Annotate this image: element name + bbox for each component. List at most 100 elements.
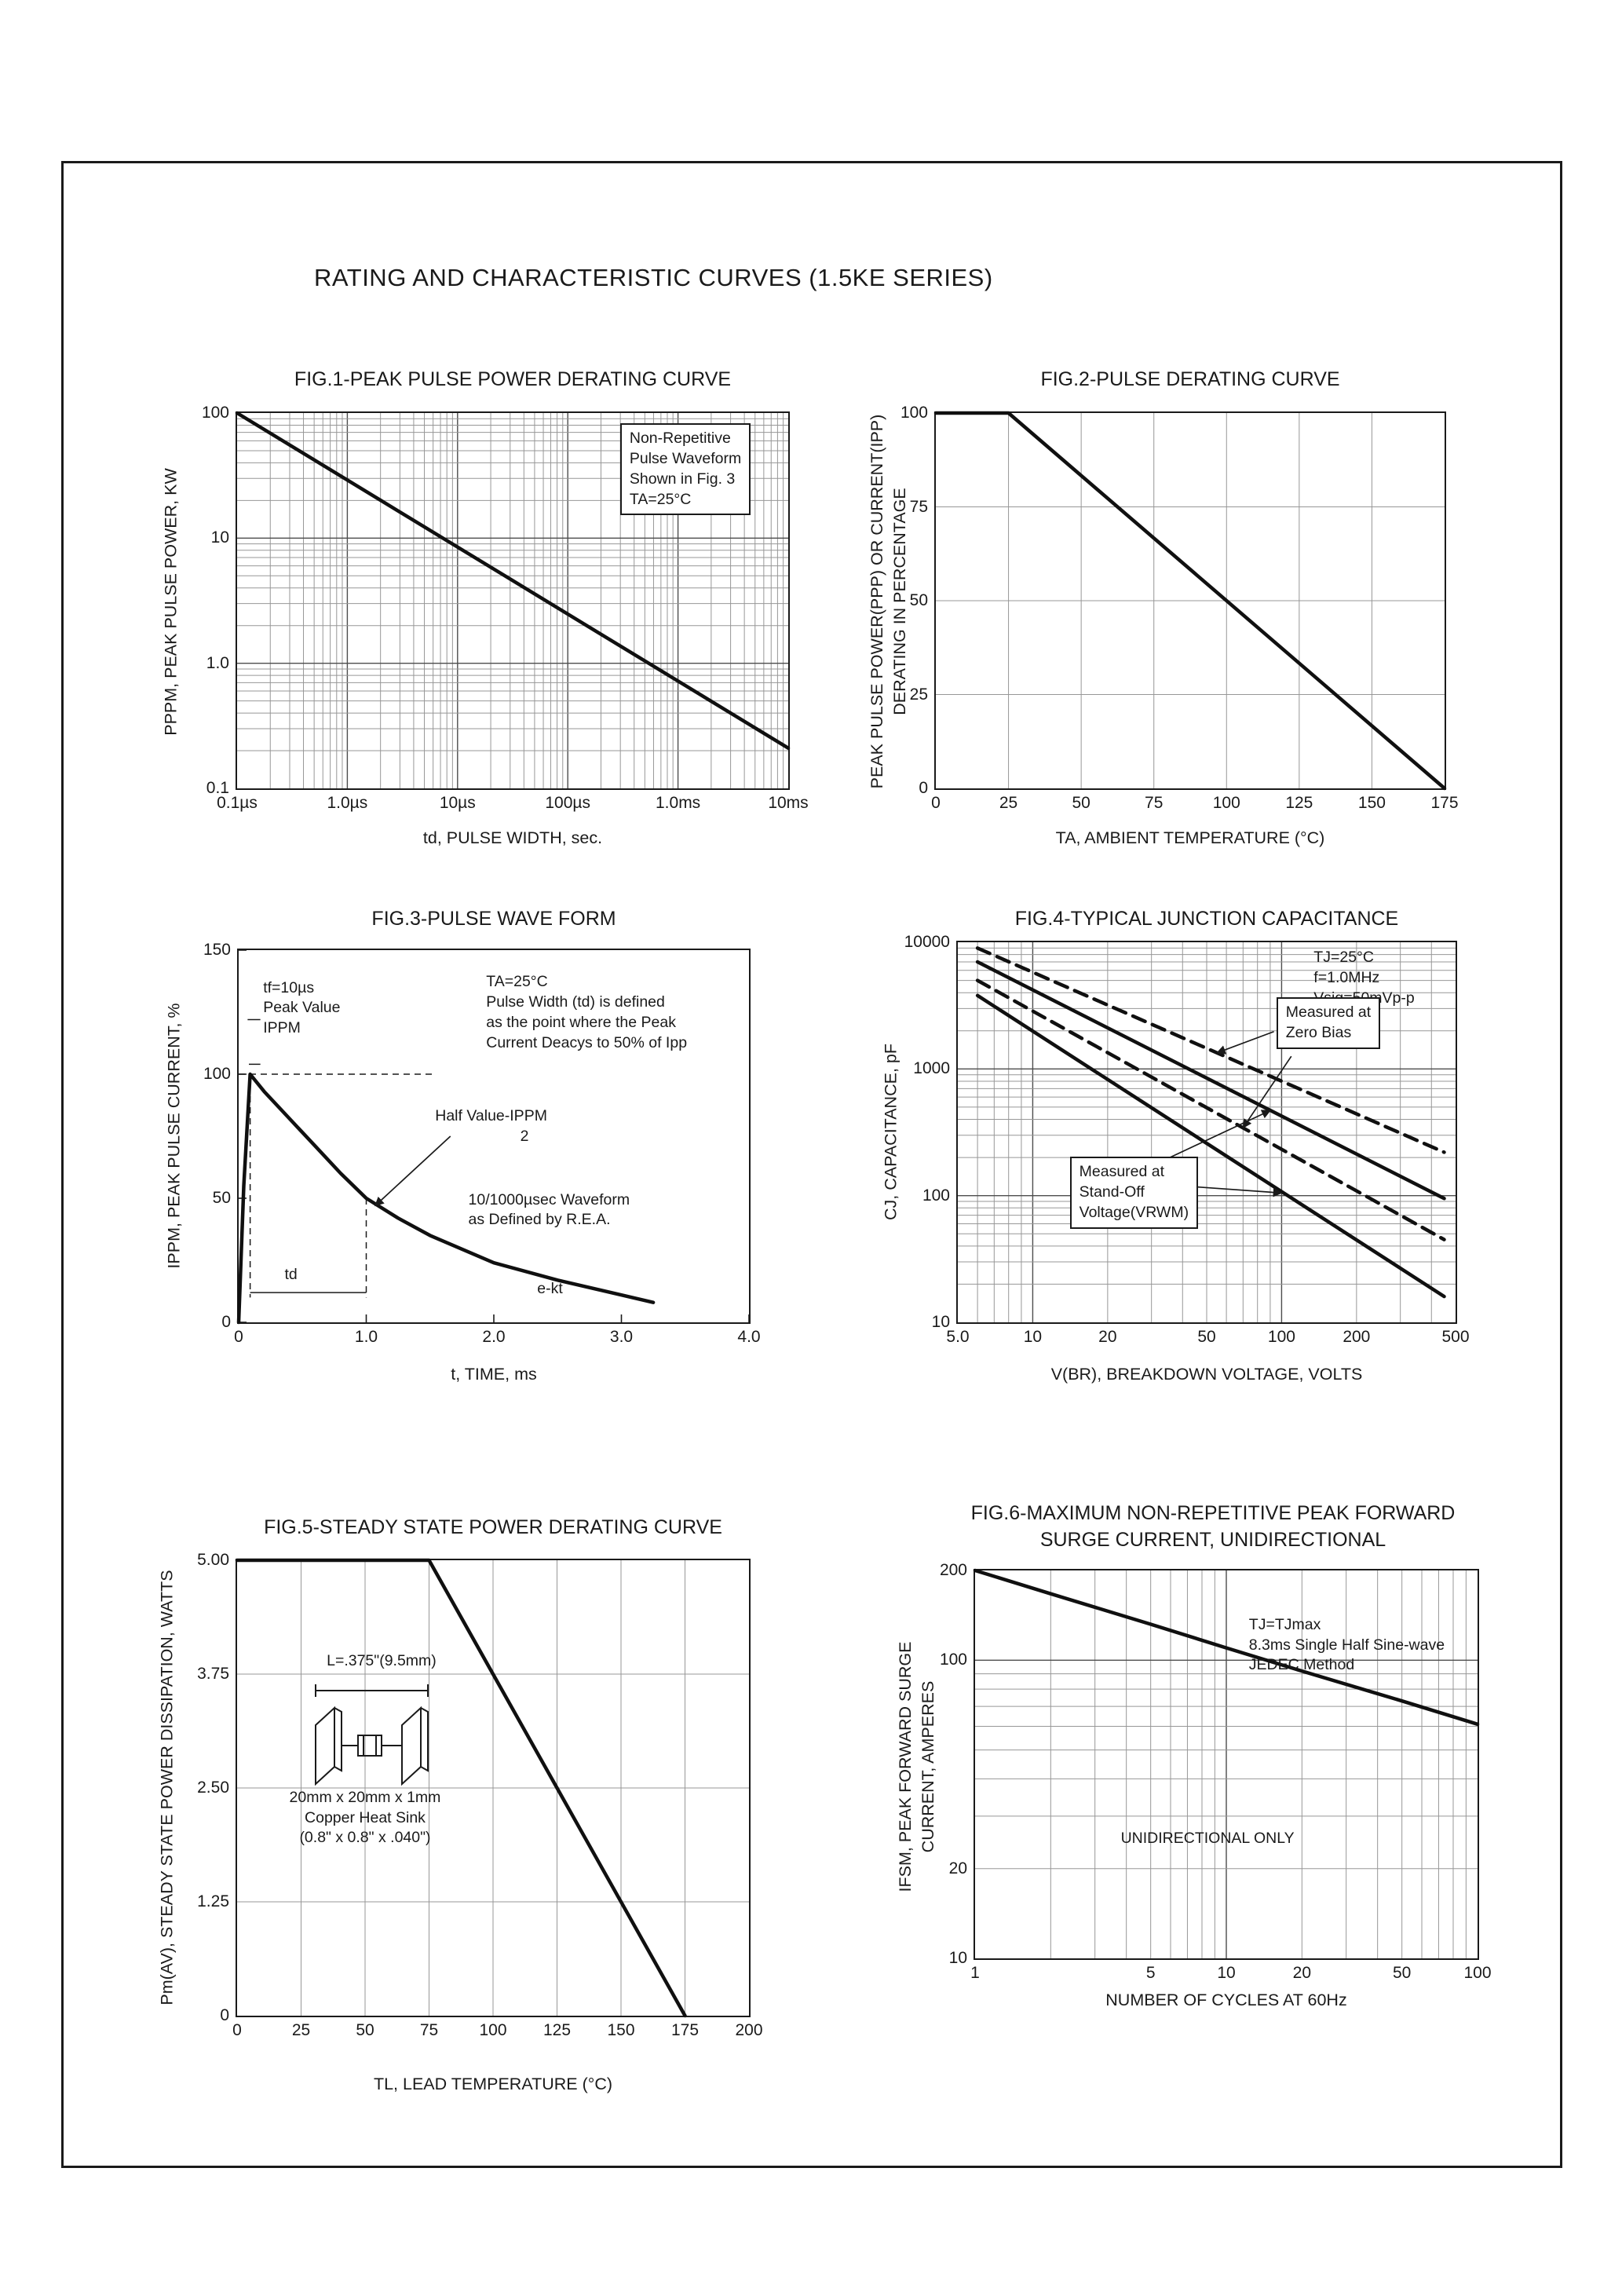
fig3-title: FIG.3-PULSE WAVE FORM [371,908,616,930]
fig1-xtick-10µs: 10µs [439,794,476,812]
fig6-canvas [973,1568,1480,1958]
fig1-title: FIG.1-PEAK PULSE POWER DERATING CURVE [294,368,732,390]
fig1-ytick-10: 10 [210,528,229,547]
fig5-x-axis-label: TL, LEAD TEMPERATURE (°C) [373,2075,613,2093]
fig3-rise-time-note: tf=10µs Peak Value IPPM [263,978,341,1037]
figure-2: FIG.2-PULSE DERATING CURVE 0 25 50 75 100 125… [864,357,1602,876]
fig3-e-kt-label: e-kt [537,1280,563,1298]
fig2-xtick-50: 50 [1072,794,1090,812]
fig6-ytick-100: 100 [939,1651,967,1669]
figure-1: FIG.1-PEAK PULSE POWER DERATING CURVE 0.… [110,357,816,876]
fig2-ytick-25: 25 [909,685,928,704]
fig5-ytick-3.75: 3.75 [197,1665,229,1683]
fig5-plot: 0 25 50 75 100 125 150 175 200 5.00 3.75 2.50 1.25 0 L… [197,1551,762,2039]
fig5-series-power-derating [235,1558,687,2018]
figure-3: FIG.3-PULSE WAVE FORM 0 1.0 2.0 3.0 4.0 0 50 10… [110,895,816,1429]
fig2-plot: 0 25 50 75 100 125 150 175 100 75 50 25 0 [901,404,1459,812]
fig4-xtick-10: 10 [1023,1328,1043,1346]
fig6-xtick-20: 20 [1292,1964,1312,1982]
fig2-xtick-25: 25 [999,794,1018,812]
fig3-series-pulse-waveform [236,1072,656,1325]
fig3-canvas [236,949,750,1325]
fig6-xtick-1: 1 [970,1964,980,1982]
fig2-xtick-175: 175 [1430,794,1459,812]
fig2-title: FIG.2-PULSE DERATING CURVE [1040,368,1340,390]
fig1-canvas [235,411,791,788]
fig1-xtick-1.0µs: 1.0µs [327,794,368,812]
fig1-xtick-10ms: 10ms [768,794,809,812]
fig6-ytick-10: 10 [948,1949,967,1967]
fig5-xtick-200: 200 [735,2021,763,2039]
fig5-xtick-100: 100 [479,2021,507,2039]
fig3-xtick-1.0: 1.0 [354,1328,378,1346]
fig4-plot: 5.0 10 20 50 100 200 500 10000 1000 100 10 TJ=25°C … [904,933,1470,1346]
fig3-td-label: td [284,1265,298,1283]
fig2-xtick-100: 100 [1212,794,1240,812]
fig2-xtick-0: 0 [931,794,941,812]
fig6-xtick-10: 10 [1217,1964,1236,1982]
fig3-xtick-2.0: 2.0 [482,1328,506,1346]
fig6-x-axis-label: NUMBER OF CYCLES AT 60Hz [1105,1991,1347,2009]
fig1-plot: 0.1µs 1.0µs 10µs 100µs 1.0ms 10ms 100 10 1.0 0.1 N… [202,404,809,812]
fig3-xtick-4.0: 4.0 [737,1328,761,1346]
fig4-ytick-100: 100 [922,1186,950,1205]
fig4-xtick-200: 200 [1343,1328,1371,1346]
fig5-title: FIG.5-STEADY STATE POWER DERATING CURVE [264,1516,722,1538]
fig4-stand-off-note: Measured at Stand-Off Voltage(VRWM) [1069,1157,1199,1229]
fig1-series-peak-pulse-power [235,411,791,750]
fig5-xtick-150: 150 [607,2021,635,2039]
fig5-ytick-0: 0 [220,2006,229,2024]
fig3-pulse-width-note: TA=25°C Pulse Width (td) is defined as t… [486,973,688,1051]
fig3-ytick-50: 50 [212,1189,231,1207]
fig4-ytick-10: 10 [931,1313,950,1331]
fig5-ytick-5.00: 5.00 [197,1551,229,1569]
fig3-waveform-note: 10/1000µsec Waveform as Defined by R.E.A… [468,1190,630,1229]
fig6-test-conditions: TJ=TJmax 8.3ms Single Half Sine-wave JED… [1248,1615,1445,1674]
fig6-series-surge-current [973,1568,1480,1727]
fig1-ytick-100: 100 [201,404,229,422]
fig4-series-stand-off-lower [975,993,1446,1299]
fig3-ytick-100: 100 [203,1065,231,1083]
fig1-xtick-1.0ms: 1.0ms [656,794,701,812]
fig4-series-stand-off-upper [975,960,1446,1201]
fig3-xtick-0: 0 [234,1328,243,1346]
figure-4: FIG.4-TYPICAL JUNCTION CAPACITANCE 5.0 10… [864,895,1602,1429]
fig3-plot: 0 1.0 2.0 3.0 4.0 0 50 100 150 tf=10µs Peak Value… [203,941,761,1346]
fig3-y-axis-label: IPPM, PEAK PULSE CURRENT, % [164,1003,184,1269]
fig5-xtick-0: 0 [232,2021,242,2039]
fig3-ytick-150: 150 [203,941,231,959]
fig2-ytick-0: 0 [919,779,928,797]
fig4-xtick-50: 50 [1197,1328,1216,1346]
fig1-xtick-100µs: 100µs [545,794,591,812]
fig6-y-axis-label: IFSM, PEAK FORWARD SURGE CURRENT, AMPERE… [895,1641,937,1892]
fig5-ytick-2.50: 2.50 [197,1779,229,1797]
fig4-title: FIG.4-TYPICAL JUNCTION CAPACITANCE [1014,908,1399,930]
figure-6: FIG.6-MAXIMUM NON-REPETITIVE PEAK FORWAR… [864,1496,1602,2116]
fig4-x-axis-label: V(BR), BREAKDOWN VOLTAGE, VOLTS [1050,1365,1363,1384]
fig6-xtick-50: 50 [1392,1964,1412,1982]
fig2-series-pulse-derating [933,411,1447,791]
fig2-xtick-75: 75 [1145,794,1164,812]
fig4-series-zero-bias-lower [975,978,1446,1241]
fig4-xtick-100: 100 [1267,1328,1295,1346]
fig1-x-axis-label: td, PULSE WIDTH, sec. [422,828,603,847]
fig5-xtick-50: 50 [356,2021,374,2039]
fig1-ytick-0.1: 0.1 [206,779,229,797]
fig1-ytick-1.0: 1.0 [206,653,229,672]
fig4-y-axis-label: CJ, CAPACITANCE, pF [881,1044,901,1221]
fig4-ytick-1000: 1000 [913,1059,950,1078]
fig6-ytick-200: 200 [939,1561,967,1579]
fig5-xtick-75: 75 [419,2021,439,2039]
fig2-ytick-100: 100 [900,404,928,422]
fig6-xtick-5: 5 [1145,1964,1156,1982]
fig5-canvas [235,1558,749,2018]
fig6-unidirectional-note: UNIDIRECTIONAL ONLY [1120,1829,1295,1847]
fig5-xtick-175: 175 [670,2021,700,2039]
fig2-xtick-125: 125 [1285,794,1313,812]
fig5-ytick-1.25: 1.25 [197,1892,229,1910]
fig4-ytick-10000: 10000 [904,933,950,951]
fig5-heatsink-note: 20mm x 20mm x 1mm Copper Heat Sink (0.8"… [289,1789,441,1847]
page-title: RATING AND CHARACTERISTIC CURVES (1.5KE … [314,264,993,291]
fig6-plot: 1 5 10 20 50 100 200 100 20 10 TJ=TJmax 8.3ms Sing… [940,1561,1492,1982]
fig4-xtick-500: 500 [1441,1328,1470,1346]
